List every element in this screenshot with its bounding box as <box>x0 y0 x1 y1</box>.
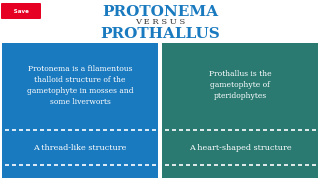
Text: PROTHALLUS: PROTHALLUS <box>100 27 220 41</box>
Text: PROTONEMA: PROTONEMA <box>102 5 218 19</box>
Text: A heart-shaped structure: A heart-shaped structure <box>189 144 291 152</box>
Text: V E R S U S: V E R S U S <box>135 18 185 26</box>
FancyBboxPatch shape <box>1 3 41 19</box>
Text: Prothallus is the
gametophyte of
pteridophytes: Prothallus is the gametophyte of pterido… <box>209 70 271 100</box>
Text: Protonema is a filamentous
thalloid structure of the
gametophyte in mosses and
s: Protonema is a filamentous thalloid stru… <box>27 64 133 105</box>
Bar <box>2 43 158 178</box>
Bar <box>162 43 318 178</box>
Text: Save: Save <box>10 8 28 14</box>
Text: A thread-like structure: A thread-like structure <box>33 144 127 152</box>
